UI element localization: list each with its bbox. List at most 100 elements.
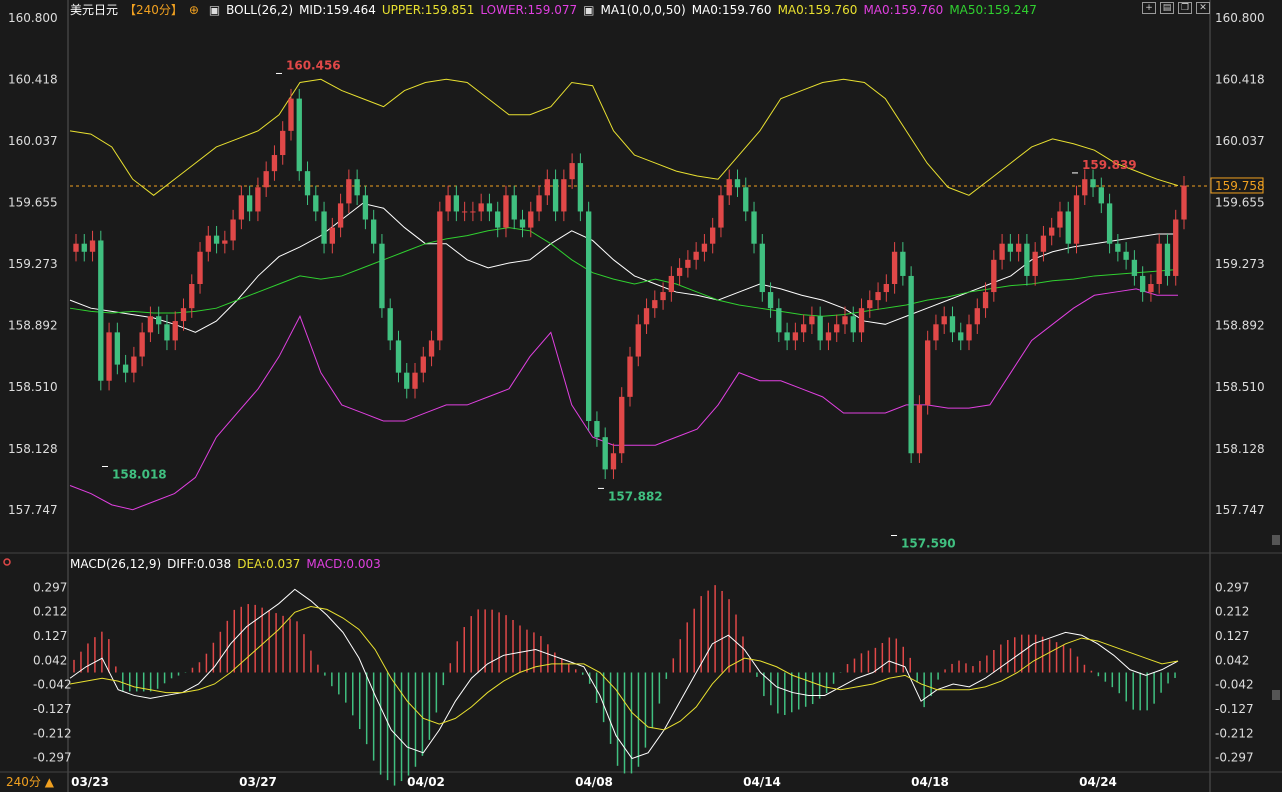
- macd-tick-right-5: -0.127: [1215, 702, 1254, 716]
- window-buttons: + ▤ ❐ ✕: [1142, 2, 1210, 14]
- candle-body: [1082, 179, 1088, 196]
- candle-body: [1090, 179, 1096, 188]
- candle-body: [594, 421, 600, 438]
- candle-body: [156, 316, 162, 325]
- candle-body: [825, 332, 832, 341]
- y-tick-right-6: 158.510: [1215, 380, 1265, 394]
- candle-body: [379, 243, 385, 309]
- y-tick-left-2: 160.037: [8, 134, 58, 148]
- boll-label: BOLL(26,2): [226, 3, 294, 17]
- candle-body: [767, 292, 774, 309]
- candle-body: [337, 203, 344, 228]
- series-line-mid: [69, 202, 1178, 333]
- candle-body: [395, 340, 402, 373]
- candle-body: [470, 211, 476, 213]
- period-selector[interactable]: 240分 ▲: [6, 775, 54, 789]
- close-icon[interactable]: ✕: [1196, 2, 1210, 14]
- candle-body: [222, 240, 228, 244]
- candle-body: [288, 98, 294, 131]
- candle-body: [164, 324, 170, 341]
- price-header: 美元日元 【240分】 ⊕ ▣ BOLL(26,2) MID:159.464 UPPER:…: [70, 3, 1043, 17]
- candle-body: [726, 179, 732, 196]
- macd-label: MACD(26,12,9): [70, 557, 162, 571]
- candle-body: [73, 243, 79, 252]
- candle-body: [354, 179, 360, 196]
- candle-body: [453, 195, 460, 212]
- candle-body: [362, 195, 369, 220]
- candle-body: [1115, 243, 1121, 252]
- candle-body: [263, 171, 269, 188]
- candle-body: [189, 284, 195, 309]
- candle-body: [577, 163, 584, 212]
- candle-body: [743, 187, 749, 212]
- candle-body: [230, 219, 236, 241]
- candle-body: [503, 195, 509, 228]
- candle-body: [842, 316, 848, 325]
- candle-body: [1106, 203, 1113, 244]
- candle-body: [800, 324, 807, 333]
- scroll-up-button[interactable]: [1272, 535, 1280, 545]
- candle-body: [246, 195, 253, 212]
- period-label[interactable]: 【240分】: [124, 3, 183, 17]
- candle-body: [1032, 251, 1038, 276]
- candle-body: [1065, 211, 1071, 244]
- candle-body: [131, 356, 137, 373]
- current-price-label: 159.758: [1215, 179, 1265, 193]
- candle-body: [718, 195, 724, 228]
- candle-body: [925, 340, 931, 405]
- ma0-value-c: MA0:159.760: [863, 3, 944, 17]
- candle-body: [445, 195, 451, 212]
- candle-body: [1181, 185, 1187, 220]
- macd-line-diff: [69, 588, 1179, 760]
- ma-icon: ▣: [583, 3, 595, 17]
- layout-icon[interactable]: ▤: [1160, 2, 1174, 14]
- restore-icon[interactable]: ❐: [1178, 2, 1192, 14]
- candle-body: [122, 364, 129, 373]
- ma0-value-b: MA0:159.760: [777, 3, 858, 17]
- x-tick-6: 04/24: [1079, 775, 1117, 789]
- x-tick-2: 04/02: [407, 775, 445, 789]
- candle-body: [999, 243, 1005, 260]
- candle-body: [701, 243, 708, 252]
- candle-body: [891, 251, 898, 284]
- candle-body: [627, 356, 633, 397]
- candle-body: [676, 267, 683, 276]
- macd-tick-left-3: 0.042: [33, 653, 67, 667]
- candle-body: [933, 324, 939, 341]
- candle-body: [98, 240, 104, 381]
- dea-value: DEA:0.037: [237, 557, 301, 571]
- candle-body: [941, 316, 947, 325]
- x-tick-4: 04/14: [743, 775, 781, 789]
- candle-body: [1040, 235, 1047, 252]
- macd-tick-right-3: 0.042: [1215, 653, 1249, 667]
- scroll-down-button[interactable]: [1272, 690, 1280, 700]
- ma0-value-a: MA0:159.760: [691, 3, 772, 17]
- boll-icon: ▣: [208, 3, 221, 17]
- candle-body: [536, 195, 542, 212]
- candle-body: [89, 240, 96, 252]
- lower-value: LOWER:159.077: [480, 3, 578, 17]
- y-tick-right-0: 160.800: [1215, 11, 1265, 25]
- candle-body: [685, 259, 691, 268]
- candle-body: [619, 396, 625, 454]
- candle-body: [428, 340, 435, 357]
- candle-body: [371, 219, 377, 244]
- current-price-box: [1210, 177, 1264, 194]
- candle-body: [544, 179, 550, 196]
- settings-icon[interactable]: ⊕: [188, 3, 199, 17]
- macd-tick-right-1: 0.212: [1215, 605, 1249, 619]
- candle-body: [759, 243, 765, 293]
- candle-body: [784, 332, 790, 341]
- macd-tick-left-7: -0.297: [33, 751, 72, 765]
- crosshair-icon[interactable]: +: [1142, 2, 1156, 14]
- candle-body: [511, 195, 517, 220]
- candle-body: [974, 308, 980, 325]
- candle-body: [1049, 227, 1055, 236]
- candle-body: [966, 324, 972, 341]
- candle-body: [602, 437, 608, 470]
- macd-tick-right-4: -0.042: [1215, 678, 1254, 692]
- macd-tick-right-6: -0.212: [1215, 726, 1254, 740]
- candle-body: [949, 316, 956, 333]
- candle-body: [495, 211, 501, 228]
